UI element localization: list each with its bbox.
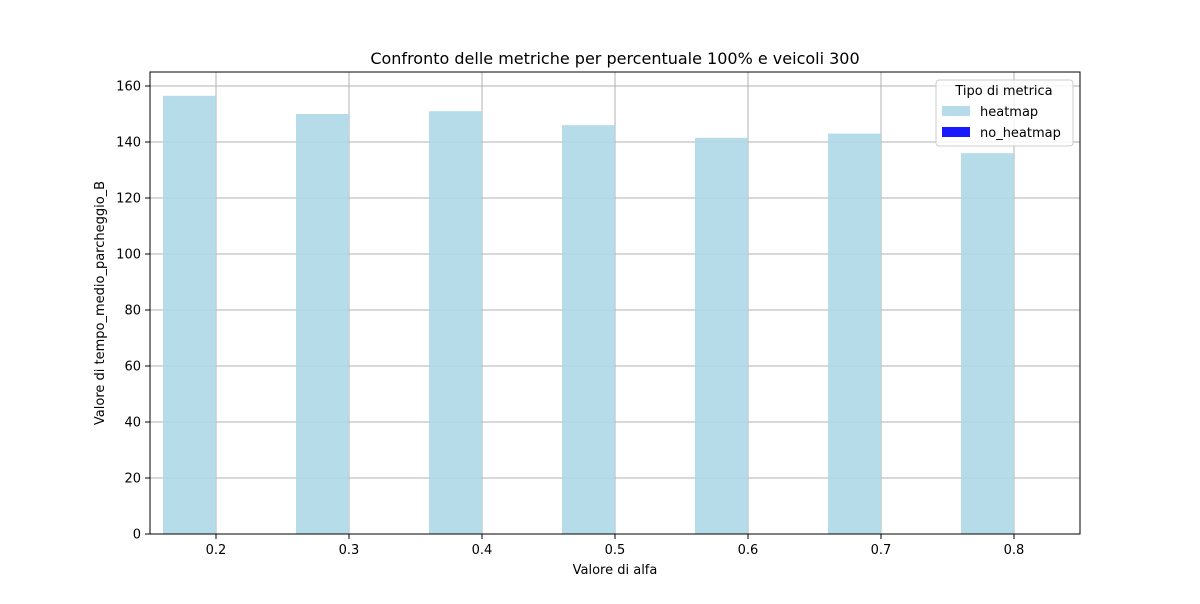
- legend: Tipo di metrica heatmap no_heatmap: [935, 79, 1074, 147]
- bar-heatmap: [695, 137, 748, 535]
- y-tick-label: 60: [124, 360, 141, 375]
- bar-heatmap: [296, 114, 349, 534]
- bar-heatmap: [562, 125, 615, 534]
- x-tick-label: 0.2: [206, 543, 227, 558]
- legend-box: [935, 79, 1074, 147]
- x-tick-label: 0.3: [339, 543, 360, 558]
- y-tick-label: 80: [124, 304, 141, 319]
- y-tick-label: 0: [133, 528, 141, 543]
- bar-heatmap: [961, 153, 1014, 534]
- y-tick-label: 120: [116, 192, 141, 207]
- bars-layer: [163, 95, 1014, 535]
- legend-swatch-heatmap: [942, 106, 970, 116]
- legend-swatch-no-heatmap: [942, 127, 970, 137]
- legend-label-no-heatmap: no_heatmap: [980, 126, 1061, 141]
- x-axis-label: Valore di alfa: [573, 563, 658, 578]
- y-tick-label: 40: [124, 416, 141, 431]
- x-tick-label: 0.8: [1004, 543, 1025, 558]
- y-tick-label: 100: [116, 248, 141, 263]
- x-tick-label: 0.6: [738, 543, 759, 558]
- x-tick-label: 0.4: [472, 543, 493, 558]
- legend-title: Tipo di metrica: [954, 84, 1052, 99]
- legend-label-heatmap: heatmap: [980, 105, 1038, 120]
- x-tick-label: 0.7: [871, 543, 892, 558]
- x-axis: 0.2 0.3 0.4 0.5 0.6 0.7 0.8: [206, 534, 1025, 558]
- chart-title: Confronto delle metriche per percentuale…: [370, 49, 859, 68]
- bar-heatmap: [429, 111, 482, 534]
- y-tick-label: 20: [124, 472, 141, 487]
- bar-heatmap: [828, 133, 881, 534]
- y-tick-label: 160: [116, 80, 141, 95]
- y-tick-label: 140: [116, 136, 141, 151]
- y-axis: 0 20 40 60 80 100 120 140 160: [116, 80, 150, 543]
- x-tick-label: 0.5: [605, 543, 626, 558]
- y-axis-label: Valore di tempo_medio_parcheggio_B: [93, 181, 108, 425]
- bar-heatmap: [163, 95, 216, 535]
